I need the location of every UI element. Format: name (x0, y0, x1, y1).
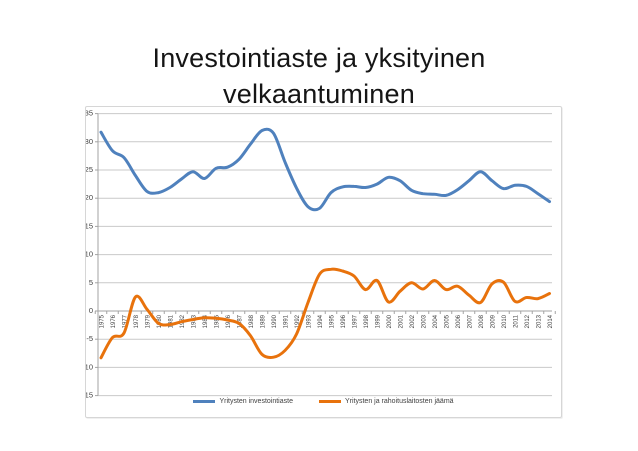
page-title-line2: velkaantuminen (223, 79, 415, 110)
x-axis-label: 2014 (548, 314, 554, 328)
legend-item-investointiaste: Yritysten investointiaste (193, 398, 293, 405)
x-axis-label: 2012 (525, 314, 531, 328)
x-axis-label: 1992 (295, 314, 301, 328)
x-axis-label: 1975 (100, 314, 106, 328)
legend: Yritysten investointiaste Yritysten ja r… (86, 398, 561, 405)
y-axis-label: 35 (86, 109, 93, 118)
y-axis-label: 15 (86, 221, 93, 230)
x-axis-label: 1995 (330, 314, 336, 328)
legend-label-investointiaste: Yritysten investointiaste (219, 398, 293, 405)
x-axis-label: 1981 (169, 314, 175, 328)
x-axis-label: 2002 (410, 314, 416, 328)
page-title: Investointiaste ja yksityinen velkaantum… (0, 40, 638, 112)
x-axis-label: 2003 (422, 314, 428, 328)
x-axis-label: 1985 (215, 314, 221, 328)
x-axis-label: 1991 (284, 314, 290, 328)
chart-frame: 35 30 25 20 15 10 5 0 -5 -10 -15 1975 1976 1977 1978 19… (85, 106, 562, 418)
x-axis-label: 1977 (123, 314, 129, 328)
y-axis-label: -10 (86, 362, 93, 371)
x-axis-label: 2008 (479, 314, 485, 328)
x-axis-label: 2007 (468, 314, 474, 328)
x-axis-label: 1997 (353, 314, 359, 328)
page-title-line1: Investointiaste ja yksityinen (152, 43, 486, 74)
y-axis-label: 30 (86, 137, 93, 146)
x-axis-label: 1993 (307, 314, 313, 328)
x-axis-label: 1980 (157, 314, 163, 328)
legend-item-jaama: Yritysten ja rahoituslaitosten jäämä (318, 398, 454, 405)
x-axis-label: 2000 (387, 314, 393, 328)
y-axis-label: 20 (86, 193, 93, 202)
series-line-jaama (99, 267, 551, 360)
y-axis-label: 10 (86, 250, 93, 259)
x-axis-label: 1979 (146, 314, 152, 328)
legend-label-jaama: Yritysten ja rahoituslaitosten jäämä (344, 398, 454, 405)
x-axis-label: 2001 (399, 314, 405, 328)
x-axis-label: 1996 (341, 314, 347, 328)
x-axis-label: 1998 (364, 314, 370, 328)
series-line-investointiaste (99, 127, 551, 212)
line-chart: 35 30 25 20 15 10 5 0 -5 -10 -15 1975 1976 1977 1978 19… (86, 109, 556, 400)
x-axis-label: 1987 (238, 314, 244, 328)
legend-swatch-blue-line (193, 400, 216, 403)
x-axis-label: 1976 (111, 314, 117, 328)
y-axis-label: 0 (89, 306, 93, 315)
y-axis-label: -15 (86, 391, 93, 400)
x-axis-label: 1990 (272, 314, 278, 328)
x-axis-label: 1994 (318, 314, 324, 328)
x-axis-label: 1999 (376, 314, 382, 328)
legend-swatch-orange-line (318, 400, 341, 403)
x-axis-label: 1989 (261, 314, 267, 328)
x-axis-label: 1978 (134, 314, 140, 328)
x-axis-label: 2004 (433, 314, 439, 328)
x-axis-label: 2011 (514, 314, 520, 328)
x-axis-label: 2010 (502, 314, 508, 328)
y-axis-label: 25 (86, 165, 93, 174)
y-axis-label: -5 (86, 334, 93, 343)
x-axis-label: 2009 (491, 314, 497, 328)
x-axis-label: 1983 (192, 314, 198, 328)
x-axis-label: 2005 (445, 314, 451, 328)
x-axis-label: 2006 (456, 314, 462, 328)
x-axis-label: 2013 (537, 314, 543, 328)
x-axis-label: 1988 (249, 314, 255, 328)
x-axis-label: 1984 (203, 314, 209, 328)
y-axis-label: 5 (89, 278, 93, 287)
